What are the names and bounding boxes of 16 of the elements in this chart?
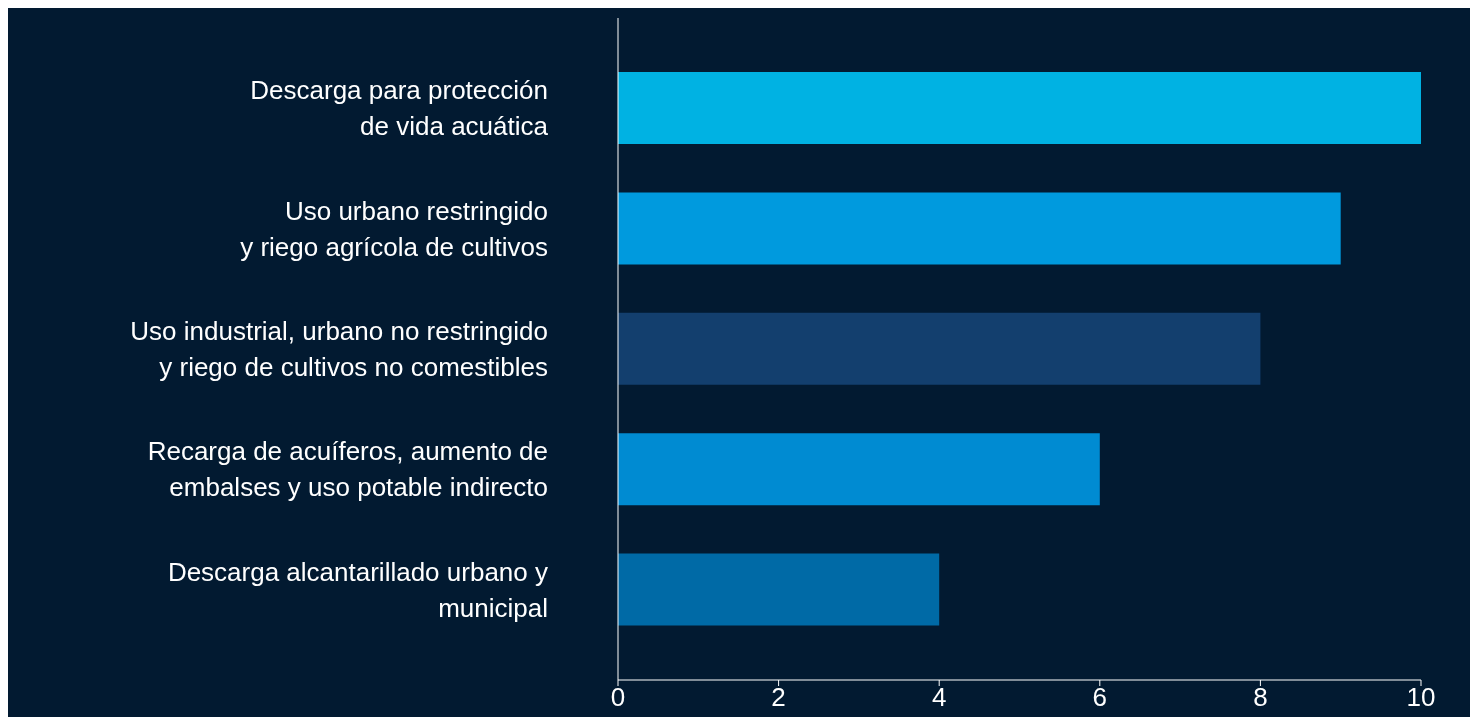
- y-tick-label: Uso urbano restringido y riego agrícola de cultivos: [240, 195, 548, 262]
- y-tick-label: Descarga para protección de vida acuática: [250, 75, 549, 142]
- x-tick-label: 0: [610, 682, 626, 713]
- bar: [618, 553, 940, 626]
- x-tick-label: 4: [931, 682, 947, 713]
- y-tick-label: Recarga de acuíferos, aumento de embalses y uso potable indirecto: [147, 436, 548, 503]
- y-tick-label: Uso industrial, urbano no restringido y riego de cultivos no comestibles: [130, 316, 548, 382]
- x-tick-label: 6: [1092, 682, 1108, 713]
- x-tick-label: 10: [1406, 682, 1436, 713]
- y-tick-label: Descarga alcantarillado urbano y municipal: [167, 556, 548, 623]
- bar: [618, 312, 1261, 385]
- x-tick-label: 2: [771, 682, 786, 713]
- bar: [618, 192, 1341, 265]
- x-tick-label: 8: [1253, 682, 1268, 713]
- bar: [618, 433, 1100, 506]
- bar: [618, 72, 1421, 144]
